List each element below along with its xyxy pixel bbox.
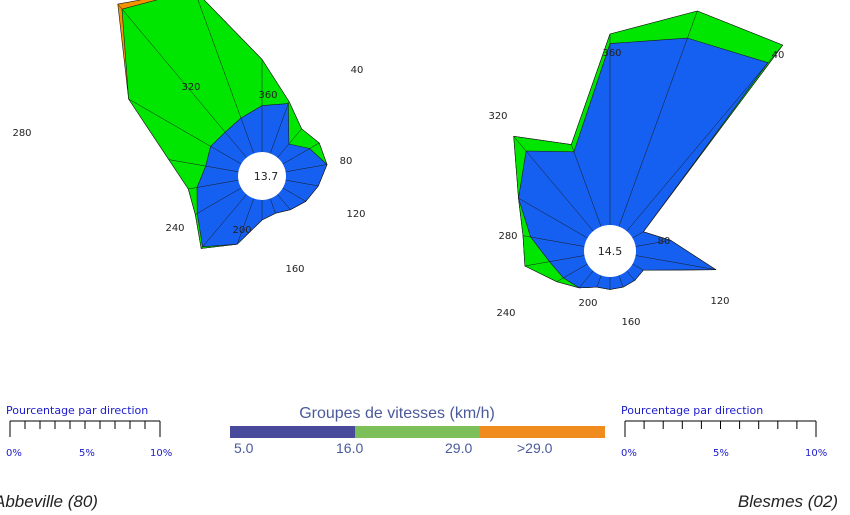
direction-label-40: 40 — [772, 50, 785, 61]
legend-swatch-1 — [230, 426, 355, 438]
direction-label-120: 120 — [710, 296, 729, 307]
wind-rose-abbeville: 13.7 40 80 120 160 200 240 280 320 360 — [12, 0, 366, 275]
speed-legend: Groupes de vitesses (km/h) 5.0 16.0 29.0… — [230, 405, 605, 456]
scale-tick-label-0: 0% — [6, 448, 22, 459]
legend-label-over-29: >29.0 — [517, 440, 553, 456]
station-name-left: Abbeville (80) — [0, 492, 98, 511]
percentage-scale-left: Pourcentage par direction 0% 5% 10% — [6, 404, 172, 459]
direction-label-320: 320 — [181, 82, 200, 93]
scale-tick-label-5: 5% — [713, 448, 729, 459]
direction-label-240: 240 — [165, 223, 184, 234]
rose-spoke — [609, 10, 698, 252]
rose-polygons — [513, 10, 784, 290]
percentage-scale-right: Pourcentage par direction 0% 5% 10% — [621, 404, 827, 459]
station-name-right: Blesmes (02) — [738, 492, 838, 511]
direction-label-280: 280 — [498, 231, 517, 242]
calm-percentage: 14.5 — [598, 245, 623, 258]
rose-spoke — [128, 98, 263, 177]
direction-label-160: 160 — [621, 317, 640, 328]
scale-tick-label-5: 5% — [79, 448, 95, 459]
scale-tick-marks — [624, 421, 817, 437]
rose-layer-low — [518, 37, 769, 290]
scale-tick-label-0: 0% — [621, 448, 637, 459]
direction-label-320: 320 — [488, 111, 507, 122]
legend-swatch-2 — [355, 426, 480, 438]
direction-label-120: 120 — [346, 209, 365, 220]
calm-circle — [238, 152, 286, 200]
rose-spoke — [197, 0, 263, 177]
wind-rose-blesmes: 14.5 40 80 120 160 200 240 280 320 360 — [488, 10, 784, 328]
direction-label-200: 200 — [578, 298, 597, 309]
legend-label-16: 16.0 — [336, 440, 363, 456]
calm-percentage: 13.7 — [254, 170, 279, 183]
direction-label-360: 360 — [258, 90, 277, 101]
legend-title: Groupes de vitesses (km/h) — [299, 405, 495, 422]
scale-tick-marks — [9, 421, 161, 437]
direction-label-80: 80 — [658, 236, 671, 247]
rose-polygons — [117, 0, 328, 249]
direction-label-280: 280 — [12, 128, 31, 139]
direction-label-360: 360 — [602, 48, 621, 59]
direction-label-40: 40 — [351, 65, 364, 76]
direction-label-160: 160 — [285, 264, 304, 275]
direction-label-80: 80 — [340, 156, 353, 167]
legend-label-5: 5.0 — [234, 440, 254, 456]
rose-spoke — [117, 3, 263, 177]
rose-spokes — [513, 10, 783, 290]
calm-circle — [584, 225, 636, 277]
scale-title: Pourcentage par direction — [6, 404, 148, 417]
direction-labels: 40 80 120 160 200 240 280 320 360 — [488, 48, 784, 328]
scale-tick-label-10: 10% — [150, 448, 172, 459]
rose-spoke — [609, 44, 783, 252]
direction-label-200: 200 — [232, 225, 251, 236]
legend-label-29: 29.0 — [445, 440, 472, 456]
direction-label-240: 240 — [496, 308, 515, 319]
direction-labels: 40 80 120 160 200 240 280 320 360 — [12, 65, 365, 275]
legend-swatch-3 — [480, 426, 605, 438]
scale-title: Pourcentage par direction — [621, 404, 763, 417]
scale-tick-label-10: 10% — [805, 448, 827, 459]
